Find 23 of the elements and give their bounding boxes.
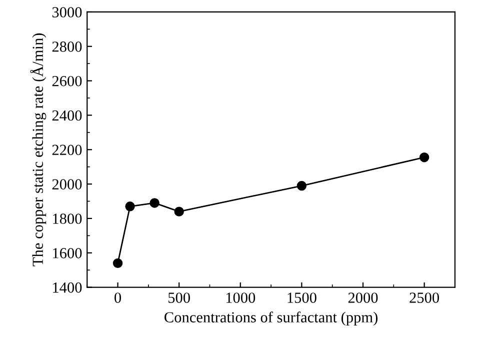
y-tick-label: 2800 <box>52 42 82 52</box>
x-axis-title: Concentrations of surfactant (ppm) <box>164 312 378 326</box>
point <box>112 258 123 268</box>
y-tick-label: 2000 <box>52 179 82 190</box>
x-tick-label: 0 <box>114 292 122 303</box>
y-tick-label: 2200 <box>52 144 82 156</box>
x-tick-label: 2000 <box>348 292 378 303</box>
point <box>419 152 430 162</box>
point <box>125 202 135 212</box>
point <box>150 198 160 208</box>
y-tick-label: 1400 <box>53 282 82 293</box>
x-tick-label: 1500 <box>288 292 316 303</box>
x-tick-label: 1000 <box>226 292 256 303</box>
point <box>174 206 184 216</box>
y-tick-label: 1600 <box>53 248 82 258</box>
y-tick-label: 2600 <box>52 76 82 86</box>
y-tick-label: 3000 <box>52 7 82 18</box>
point <box>296 180 307 191</box>
y-axis-title: The copper static etching rate (Å/min) <box>30 33 46 266</box>
x-tick-label: 500 <box>168 292 190 303</box>
x-tick-label: 2500 <box>410 292 439 303</box>
y-tick-label: 1800 <box>53 214 82 224</box>
y-tick-label: 2400 <box>52 110 82 121</box>
